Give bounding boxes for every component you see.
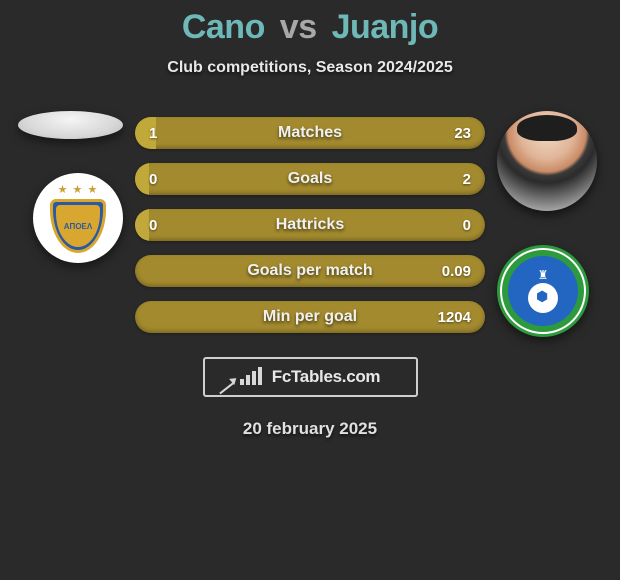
right-column: ♜ [493, 111, 603, 337]
stat-right-value: 23 [454, 125, 471, 142]
stat-label: Hattricks [135, 216, 485, 234]
stat-right-value: 1204 [438, 309, 471, 326]
stat-row-hattricks: 0Hattricks0 [135, 209, 485, 241]
stat-row-goals-per-match: Goals per match0.09 [135, 255, 485, 287]
player1-club-crest: ★ ★ ★ ΑΠΟΕΛ [33, 173, 123, 263]
stat-right-value: 2 [463, 171, 471, 188]
arrow-icon [216, 375, 236, 395]
date-label: 20 february 2025 [0, 419, 620, 439]
crest-left-text: ΑΠΟΕΛ [64, 222, 92, 231]
player1-avatar [18, 111, 123, 139]
stat-label: Matches [135, 124, 485, 142]
player2-avatar [497, 111, 597, 211]
page-title: Cano vs Juanjo [0, 8, 620, 47]
stat-label: Goals [135, 170, 485, 188]
player1-name: Cano [182, 8, 265, 46]
ball-icon [528, 283, 558, 313]
main-row: ★ ★ ★ ΑΠΟΕΛ 1Matches230Goals20Hattricks0… [0, 111, 620, 337]
stats-list: 1Matches230Goals20Hattricks0Goals per ma… [135, 111, 485, 333]
comparison-card: Cano vs Juanjo Club competitions, Season… [0, 0, 620, 439]
left-column: ★ ★ ★ ΑΠΟΕΛ [17, 111, 127, 263]
player2-club-crest: ♜ [497, 245, 589, 337]
player2-name: Juanjo [332, 8, 439, 46]
vs-label: vs [280, 8, 317, 46]
stars-icon: ★ ★ ★ [58, 183, 99, 196]
stat-row-goals: 0Goals2 [135, 163, 485, 195]
stat-row-matches: 1Matches23 [135, 117, 485, 149]
stat-right-value: 0.09 [442, 263, 471, 280]
shield-icon: ΑΠΟΕΛ [50, 199, 106, 253]
stat-label: Goals per match [135, 262, 485, 280]
stat-row-min-per-goal: Min per goal1204 [135, 301, 485, 333]
brand-text: FcTables.com [272, 367, 381, 387]
chart-icon [240, 367, 266, 385]
subtitle: Club competitions, Season 2024/2025 [0, 59, 620, 77]
stat-label: Min per goal [135, 308, 485, 326]
stat-right-value: 0 [463, 217, 471, 234]
brand-box[interactable]: FcTables.com [203, 357, 418, 397]
